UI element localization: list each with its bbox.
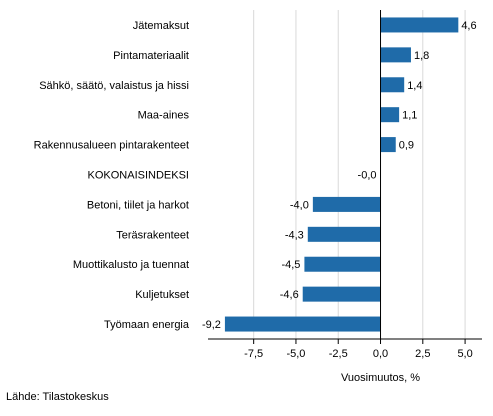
value-label: -4,0 bbox=[290, 199, 309, 211]
x-tick-label: -2,5 bbox=[329, 348, 348, 360]
bar bbox=[304, 256, 381, 272]
bar bbox=[380, 137, 396, 153]
value-label: -4,3 bbox=[285, 229, 304, 241]
x-axis-title: Vuosimuutos, % bbox=[341, 372, 420, 384]
value-label: 1,1 bbox=[402, 110, 417, 122]
x-tick-label: -5,0 bbox=[286, 348, 305, 360]
category-label: Kuljetukset bbox=[135, 289, 189, 301]
bars bbox=[224, 17, 459, 332]
category-label: Sähkö, säätö, valaistus ja hissi bbox=[39, 80, 189, 92]
value-label: -4,6 bbox=[280, 289, 299, 301]
source-note: Lähde: Tilastokeskus bbox=[6, 391, 109, 403]
bar bbox=[380, 47, 411, 63]
x-tick-label: 5,0 bbox=[457, 348, 472, 360]
value-label: 0,9 bbox=[399, 140, 414, 152]
category-labels: Jätemaksut Pintamateriaalit Sähkö, säätö, … bbox=[34, 20, 190, 331]
category-label: Jätemaksut bbox=[133, 20, 189, 32]
x-tick-label: 0,0 bbox=[373, 348, 388, 360]
category-label: Maa-aines bbox=[138, 110, 190, 122]
value-label: -4,5 bbox=[281, 259, 300, 271]
x-tick-label: -7,5 bbox=[244, 348, 263, 360]
bar bbox=[380, 77, 405, 93]
category-label: Työmaan energia bbox=[104, 319, 190, 331]
bar bbox=[307, 226, 381, 242]
bar bbox=[302, 286, 381, 302]
bar bbox=[312, 196, 381, 212]
x-axis: -7,5 -5,0 -2,5 0,0 2,5 5,0 bbox=[208, 338, 482, 360]
value-label: 4,6 bbox=[461, 20, 476, 32]
value-label: 1,8 bbox=[414, 50, 429, 62]
category-label: Rakennusalueen pintarakenteet bbox=[34, 140, 189, 152]
category-label: Pintamateriaalit bbox=[113, 50, 189, 62]
category-label: KOKONAISINDEKSI bbox=[88, 170, 189, 182]
value-label: -0,0 bbox=[358, 170, 377, 182]
value-labels: 4,6 1,8 1,4 1,1 0,9 -0,0 -4,0 -4,3 -4,5 -4,6 -9,2 bbox=[202, 20, 477, 331]
value-label: -9,2 bbox=[202, 319, 221, 331]
category-label: Muottikalusto ja tuennat bbox=[73, 259, 189, 271]
category-label: Teräsrakenteet bbox=[116, 229, 189, 241]
bar bbox=[380, 107, 400, 123]
category-label: Betoni, tiilet ja harkot bbox=[87, 199, 189, 211]
bar bbox=[380, 17, 459, 33]
value-label: 1,4 bbox=[407, 80, 422, 92]
x-tick-label: 2,5 bbox=[415, 348, 430, 360]
gridlines bbox=[253, 10, 466, 339]
bar bbox=[224, 316, 381, 332]
